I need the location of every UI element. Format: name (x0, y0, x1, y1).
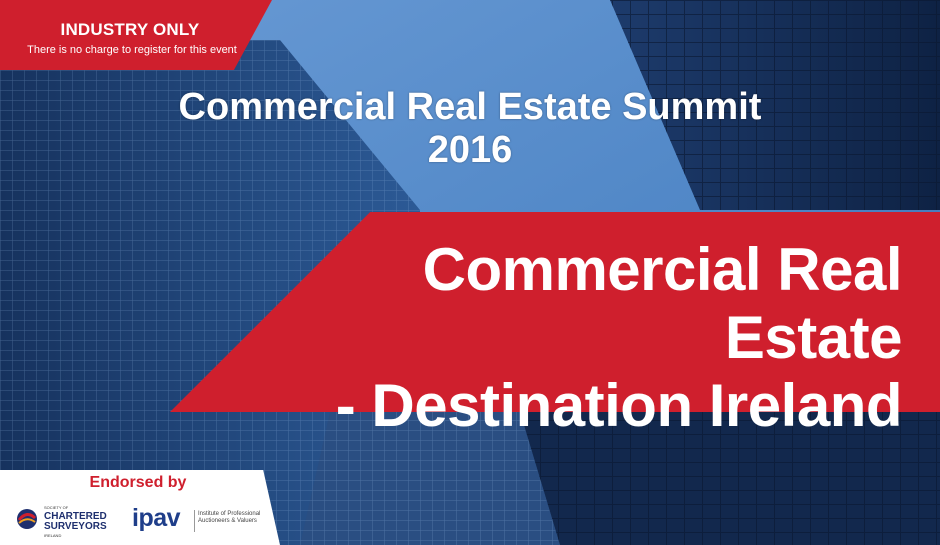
ipav-logo: ipav Institute of Professional Auctionee… (132, 504, 272, 540)
scsi-mark-icon (17, 509, 37, 529)
endorsed-by-panel: Endorsed by SOCIETY OF CHARTERED SURVEYO… (0, 470, 280, 545)
scsi-logo: SOCIETY OF CHARTERED SURVEYORS IRELAND (14, 500, 124, 540)
endorsed-by-label: Endorsed by (89, 474, 187, 491)
summit-title: Commercial Real Estate Summit 2016 (120, 86, 820, 172)
scsi-post: IRELAND (44, 533, 62, 538)
no-charge-note: There is no charge to register for this … (27, 44, 237, 56)
scsi-line2: SURVEYORS (44, 521, 107, 532)
industry-only-label: INDUSTRY ONLY (60, 20, 200, 39)
headline-line2: - Destination Ireland (335, 372, 903, 439)
industry-only-tag: INDUSTRY ONLY There is no charge to regi… (0, 0, 272, 70)
scsi-line1: CHARTERED (44, 511, 107, 522)
summit-title-line1: Commercial Real Estate Summit (178, 86, 762, 128)
scsi-pre: SOCIETY OF (44, 505, 69, 510)
ipav-divider (194, 510, 195, 532)
ipav-desc-line2: Auctioneers & Valuers (198, 518, 257, 524)
headline-line1: Commercial Real Estate (422, 236, 903, 371)
ipav-name: ipav (132, 504, 181, 532)
ipav-description: Institute of Professional Auctioneers & … (198, 511, 270, 525)
summit-year: 2016 (427, 129, 513, 171)
ipav-desc-line1: Institute of Professional (198, 511, 261, 517)
headline-text: Commercial Real Estate - Destination Ire… (262, 236, 903, 440)
